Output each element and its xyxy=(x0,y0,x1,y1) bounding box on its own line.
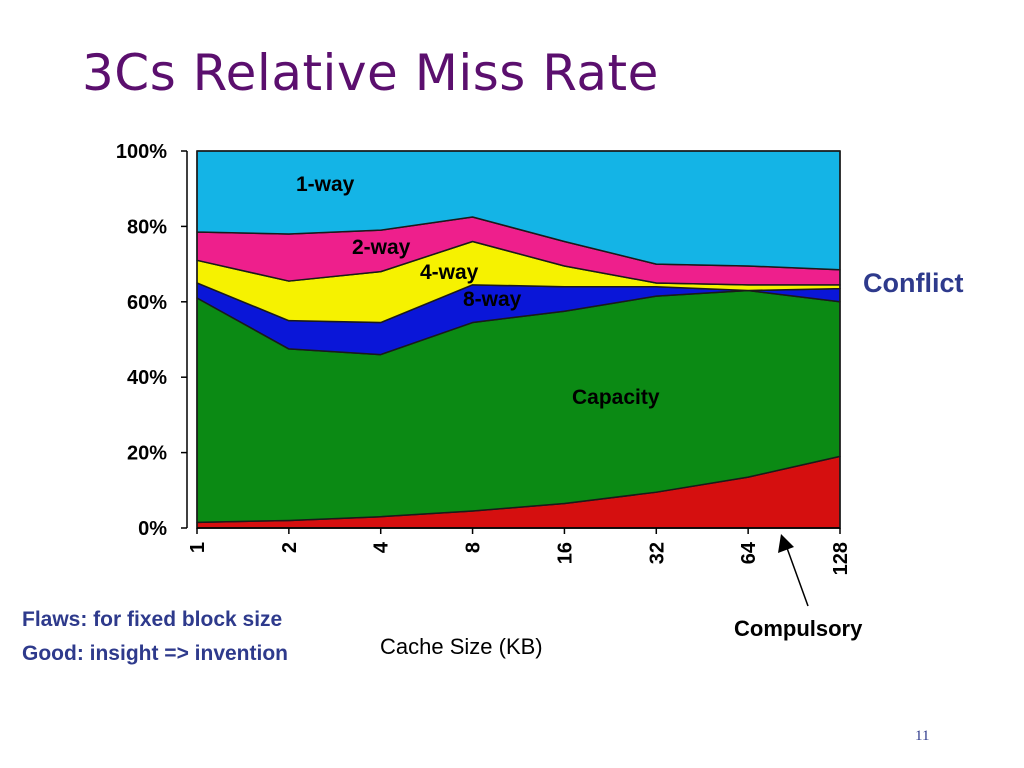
label-capacity: Capacity xyxy=(572,386,660,409)
x-tick-label: 8 xyxy=(463,542,485,553)
y-tick-label: 80% xyxy=(127,216,167,238)
x-tick-label: 128 xyxy=(830,542,852,575)
y-tick-label: 60% xyxy=(127,292,167,314)
label-1-way: 1-way xyxy=(296,173,355,196)
y-axis: 0% 20% 40% 60% 80% 100% xyxy=(116,141,188,540)
x-tick-label: 4 xyxy=(371,541,393,553)
note-good: Good: insight => invention xyxy=(22,642,288,665)
y-tick-label: 20% xyxy=(127,443,167,465)
x-tick-label: 16 xyxy=(554,542,576,564)
compulsory-arrowhead xyxy=(778,534,794,553)
x-tick-label: 32 xyxy=(646,542,668,564)
y-tick-label: 40% xyxy=(127,367,167,389)
x-tick-label: 2 xyxy=(279,542,301,553)
label-8-way: 8-way xyxy=(463,288,522,311)
slide-title: 3Cs Relative Miss Rate xyxy=(82,44,659,102)
x-axis-title: Cache Size (KB) xyxy=(380,634,543,659)
x-axis: 1 2 4 8 16 32 64 128 xyxy=(187,527,852,575)
label-2-way: 2-way xyxy=(352,236,411,259)
compulsory-pointer-line xyxy=(786,547,809,607)
area-series-group xyxy=(196,150,841,529)
x-tick-label: 64 xyxy=(738,541,760,564)
area-labels: 1-way 2-way 4-way 8-way Capacity xyxy=(296,173,660,409)
compulsory-label: Compulsory xyxy=(734,616,863,641)
note-flaws: Flaws: for fixed block size xyxy=(22,608,283,631)
page-number: 11 xyxy=(915,728,930,744)
conflict-label: Conflict xyxy=(863,268,964,298)
x-tick-label: 1 xyxy=(187,542,209,553)
y-tick-label: 0% xyxy=(138,518,167,540)
y-tick-label: 100% xyxy=(116,141,167,163)
label-4-way: 4-way xyxy=(420,261,479,284)
